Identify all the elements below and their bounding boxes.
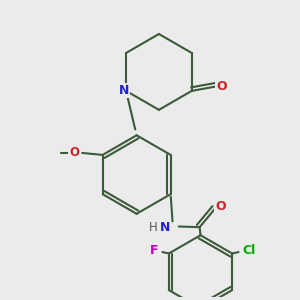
Text: O: O — [215, 200, 226, 213]
Text: H: H — [148, 221, 157, 234]
Text: N: N — [160, 221, 170, 234]
Text: F: F — [149, 244, 158, 257]
Text: O: O — [216, 80, 227, 93]
Text: N: N — [119, 84, 129, 98]
Text: O: O — [69, 146, 79, 159]
Text: Cl: Cl — [242, 244, 256, 257]
